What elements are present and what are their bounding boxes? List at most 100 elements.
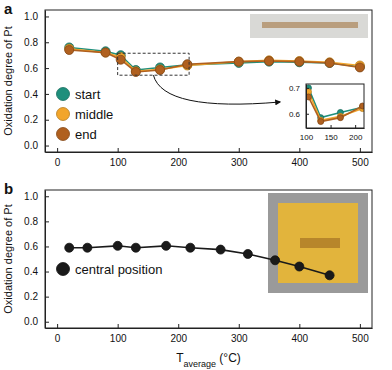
y-tick-label: 0.0 — [24, 316, 38, 327]
data-point — [265, 56, 274, 65]
x-tick-mark — [178, 324, 179, 328]
x-tick-label: 150 — [324, 133, 338, 142]
y-tick-mark — [45, 322, 49, 323]
x-tick-label: 400 — [291, 333, 308, 344]
y-tick-label: 0.2 — [24, 291, 38, 302]
data-point — [360, 103, 364, 109]
x-tick: 300 — [231, 148, 248, 168]
panel-label: a — [4, 0, 13, 17]
data-point — [325, 58, 334, 67]
x-tick-mark — [239, 324, 240, 328]
y-tick-label: 1.0 — [24, 11, 38, 22]
x-tick: 400 — [291, 148, 308, 168]
y-tick-label: 0.6 — [24, 63, 38, 74]
data-point — [337, 115, 343, 121]
zoom-box — [118, 53, 189, 75]
data-point — [156, 66, 165, 75]
y-tick-label: 1.0 — [24, 191, 38, 202]
x-tick-label: 500 — [352, 157, 369, 168]
series-line — [306, 84, 364, 122]
x-tick-mark — [57, 324, 58, 328]
data-point — [113, 241, 122, 250]
panel: 01002003004005000.00.20.40.60.81.0aOxida… — [2, 0, 392, 168]
series-line — [306, 84, 364, 118]
x-tick-mark — [299, 324, 300, 328]
panel-label: b — [4, 180, 13, 197]
data-point — [234, 57, 243, 66]
x-tick-label: 500 — [352, 333, 369, 344]
x-tick: 0 — [55, 148, 61, 168]
x-tick-label: 400 — [291, 157, 308, 168]
y-tick-label: 0.7 — [289, 84, 301, 93]
y-tick-mark — [45, 120, 49, 121]
y-tick-mark — [45, 246, 49, 247]
x-tick-label: 100 — [300, 133, 314, 142]
x-tick-label: 200 — [170, 333, 187, 344]
x-axis: 0100200300400500 — [46, 324, 373, 344]
y-tick-label: 0.4 — [24, 89, 38, 100]
data-point — [295, 58, 304, 67]
data-point — [65, 243, 74, 252]
data-point — [162, 241, 171, 250]
x-tick: 400 — [291, 324, 308, 344]
photo-window — [278, 203, 358, 283]
y-tick-label: 0.8 — [24, 37, 38, 48]
x-tick: 200 — [170, 324, 187, 344]
x-tick: 500 — [352, 148, 369, 168]
data-point — [265, 56, 274, 65]
photo — [250, 14, 368, 38]
legend-label: middle — [75, 107, 113, 122]
data-point — [186, 243, 195, 252]
x-tick-label: 100 — [110, 333, 127, 344]
y-tick-mark — [45, 272, 49, 273]
series-line — [69, 47, 360, 70]
y-tick-mark — [45, 16, 49, 17]
data-point — [101, 48, 110, 57]
x-tick: 100 — [110, 324, 127, 344]
series-layer — [65, 241, 334, 279]
legend-label: central position — [75, 262, 162, 277]
x-tick-label: 0 — [55, 157, 61, 168]
photo-sample — [262, 22, 358, 28]
plot-frame — [45, 190, 372, 328]
y-axis-title: Oxidation degree of Pt — [2, 26, 14, 135]
zoom-arrow — [153, 75, 280, 104]
data-point — [183, 60, 192, 69]
y-tick-label: 0.6 — [24, 241, 38, 252]
data-point — [65, 46, 74, 55]
legend-label: start — [75, 87, 101, 102]
data-point — [318, 119, 324, 125]
x-tick-mark — [360, 148, 361, 152]
y-tick-label: 0.6 — [289, 110, 301, 119]
data-point — [325, 58, 334, 67]
y-axis-title: Oxidation degree of Pt — [2, 204, 14, 313]
x-axis-title: Taverage (°C) — [176, 351, 241, 369]
photo-sample — [300, 238, 340, 248]
x-tick: 200 — [170, 148, 187, 168]
y-tick-label: 0.2 — [24, 114, 38, 125]
data-point — [325, 271, 334, 280]
x-tick-label: 100 — [110, 157, 127, 168]
data-point — [295, 57, 304, 66]
y-tick-mark — [45, 297, 49, 298]
plot-frame — [45, 10, 372, 152]
data-point — [83, 243, 92, 252]
legend-marker — [57, 263, 70, 276]
x-tick: 500 — [352, 324, 369, 344]
legend-marker — [57, 108, 70, 121]
data-point — [234, 57, 243, 66]
x-tick-mark — [178, 148, 179, 152]
legend: startmiddleend — [57, 87, 114, 142]
data-point — [216, 245, 225, 254]
x-tick-label: 300 — [231, 333, 248, 344]
legend-marker — [57, 128, 70, 141]
data-point — [131, 243, 140, 252]
data-point — [265, 57, 274, 66]
figure: 0 100 200 300 400 500 0.0 0.2 0.4 0.6 0.8 1.0 a Oxida… — [0, 0, 392, 370]
data-point — [295, 262, 304, 271]
plot-frame — [306, 84, 364, 128]
x-tick-mark — [299, 148, 300, 152]
series-line — [306, 84, 364, 120]
data-point — [295, 56, 304, 65]
x-tick-mark — [360, 324, 361, 328]
